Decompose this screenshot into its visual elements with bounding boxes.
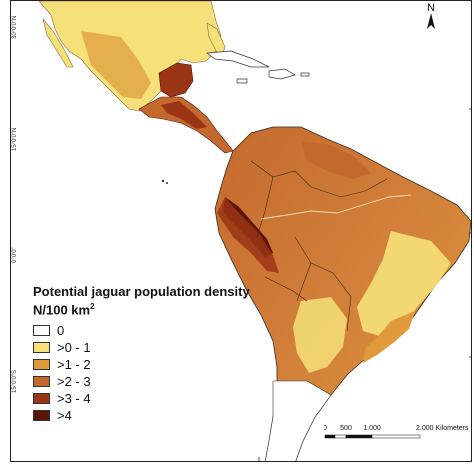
legend-unit: N/100 km2 [33, 299, 293, 317]
galapagos-islands [166, 182, 168, 184]
north-arrow: N [419, 1, 443, 36]
legend-swatch [33, 376, 50, 388]
south-america-landmass [214, 126, 471, 461]
legend-swatch [33, 325, 50, 337]
latitude-label: 30°0'0"N [12, 15, 18, 39]
north-arrow-icon [427, 13, 435, 29]
legend-swatch [33, 359, 50, 371]
scale-tick-label: 0 [324, 425, 327, 432]
legend-item-label: 0 [57, 323, 65, 339]
scale-segment [371, 434, 421, 439]
legend-title: Potential jaguar population density [33, 284, 250, 299]
baja-california [42, 18, 74, 68]
latitude-label: 0°0'0" [12, 247, 18, 263]
legend-unit-base: N/100 km [33, 302, 91, 318]
guiana-shield [301, 141, 371, 179]
brazil-east-low-density [357, 231, 451, 337]
scale-segment [334, 434, 347, 439]
legend-items: 0 >0 - 1 >1 - 2 >2 - 3 >3 - 4 >4 [33, 322, 293, 424]
north-arrow-label: N [427, 2, 435, 14]
latitude-label: 15°0'0"N [12, 127, 18, 151]
central-america-dense [161, 101, 207, 129]
latitude-label: 15°0'0"S [12, 369, 18, 393]
puerto-rico [300, 72, 310, 77]
legend-item: >3 - 4 [33, 390, 293, 407]
andes-mid-density [217, 197, 279, 273]
legend-item: 0 [33, 322, 293, 339]
yucatan-peninsula [158, 62, 194, 98]
legend-item-label: >2 - 3 [57, 374, 91, 390]
legend-swatch [33, 393, 50, 405]
scale-segment [324, 434, 336, 439]
central-america [138, 96, 234, 154]
amazon-river [260, 194, 412, 220]
atlantic-forest [363, 311, 415, 363]
legend-item-label: >4 [57, 408, 72, 424]
legend-item: >4 [33, 407, 293, 424]
map-legend: Potential jaguar population density N/10… [33, 284, 293, 424]
legend-swatch [33, 342, 50, 354]
galapagos-islands [161, 179, 165, 183]
legend-item: >2 - 3 [33, 373, 293, 390]
map-frame: 30°0'0"N 15°0'0"N 0°0'0" 15°0'0"S N Pote… [10, 0, 472, 462]
hispaniola [268, 68, 296, 80]
scale-tick-label: 1.000 [363, 425, 381, 432]
mexico-west-coast-gradient [81, 31, 151, 99]
legend-unit-sup: 2 [90, 302, 95, 311]
scale-segment [345, 434, 373, 439]
country-borders [250, 160, 388, 332]
chaco-low-density [293, 297, 347, 373]
scale-tick-label: 500 [340, 425, 352, 432]
southern-cone-no-jaguar [265, 380, 332, 461]
map-canvas [38, 1, 471, 461]
scale-tick-label: 2.000 Kilometers [416, 425, 469, 432]
legend-item: >0 - 1 [33, 339, 293, 356]
cuba [206, 50, 270, 68]
jamaica [236, 78, 248, 84]
legend-item-label: >1 - 2 [57, 357, 91, 373]
legend-item-label: >3 - 4 [57, 391, 91, 407]
legend-item-label: >0 - 1 [57, 340, 91, 356]
legend-swatch [33, 410, 50, 422]
legend-item: >1 - 2 [33, 356, 293, 373]
scale-bar: 0 500 1.000 2.000 Kilometers [323, 421, 471, 450]
